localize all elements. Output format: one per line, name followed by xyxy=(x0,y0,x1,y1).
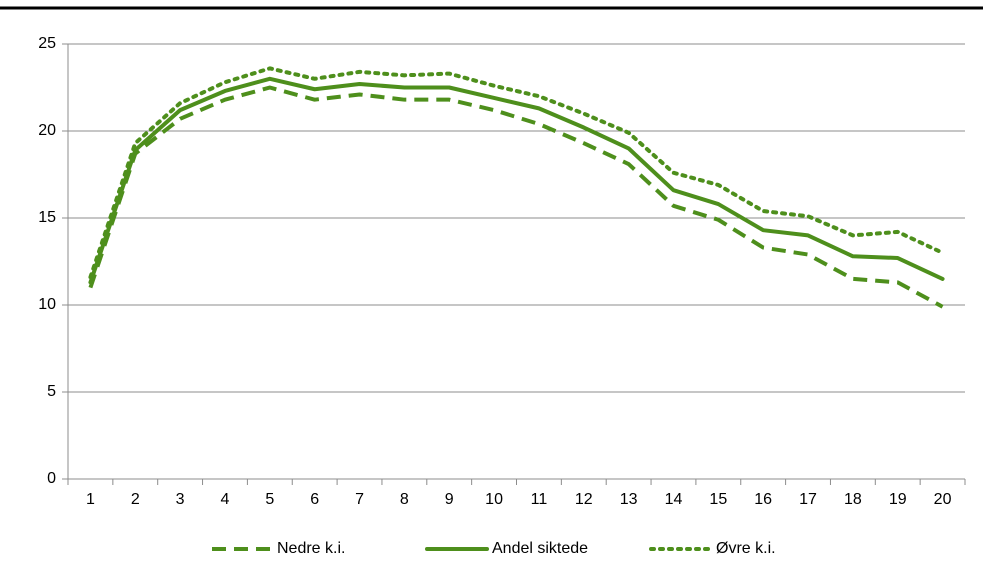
series-line xyxy=(88,66,945,280)
x-tick-label: 18 xyxy=(844,491,862,508)
x-tick-label: 16 xyxy=(754,491,772,508)
series-line xyxy=(88,85,944,309)
legend-label: Øvre k.i. xyxy=(716,540,776,557)
y-tick-label: 5 xyxy=(47,383,56,400)
x-tick-label: 13 xyxy=(620,491,638,508)
x-tick-label: 11 xyxy=(531,491,548,508)
y-tick-label: 15 xyxy=(38,209,56,226)
legend-label: Andel siktede xyxy=(492,540,588,557)
y-tick-label: 25 xyxy=(38,35,56,52)
legend-label: Nedre k.i. xyxy=(277,540,345,557)
x-tick-label: 14 xyxy=(665,491,683,508)
x-tick-label: 8 xyxy=(400,491,409,508)
x-tick-label: 4 xyxy=(221,491,230,508)
x-tick-label: 10 xyxy=(485,491,503,508)
x-tick-label: 6 xyxy=(310,491,319,508)
x-tick-label: 9 xyxy=(445,491,454,508)
x-tick-label: 19 xyxy=(889,491,907,508)
x-tick-label: 2 xyxy=(131,491,140,508)
x-tick-label: 3 xyxy=(176,491,185,508)
x-tick-label: 20 xyxy=(934,491,952,508)
series-line xyxy=(88,76,945,285)
x-tick-label: 17 xyxy=(799,491,817,508)
x-tick-label: 7 xyxy=(355,491,364,508)
x-tick-label: 15 xyxy=(709,491,727,508)
x-tick-label: 1 xyxy=(86,491,95,508)
x-tick-label: 5 xyxy=(265,491,274,508)
x-tick-label: 12 xyxy=(575,491,593,508)
y-tick-label: 0 xyxy=(47,470,56,487)
y-tick-label: 10 xyxy=(38,296,56,313)
y-tick-label: 20 xyxy=(38,122,56,139)
